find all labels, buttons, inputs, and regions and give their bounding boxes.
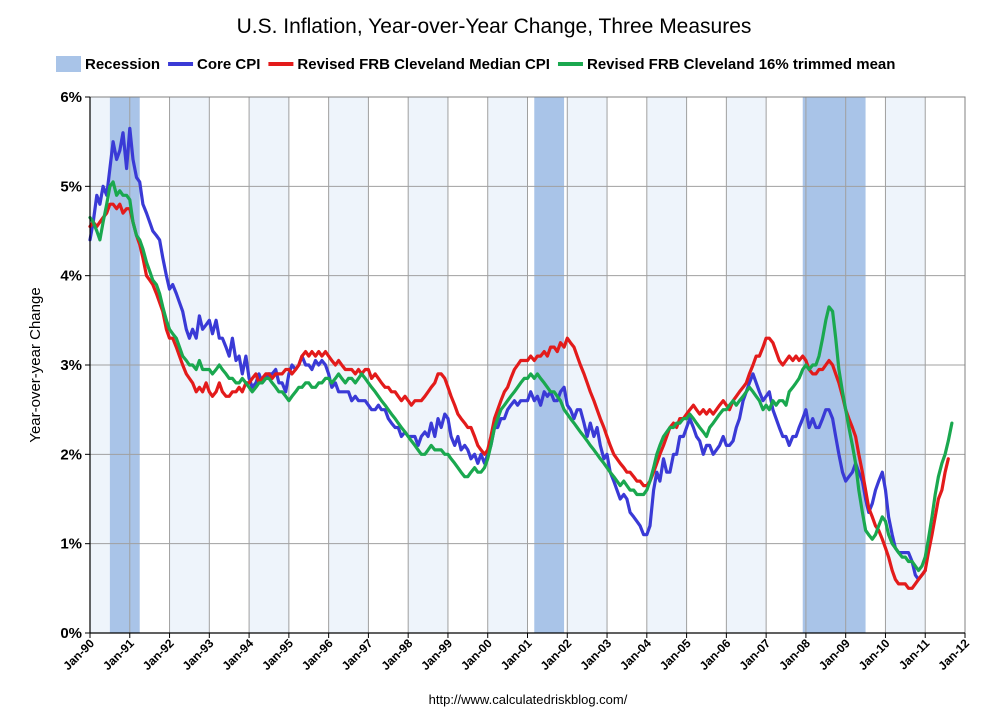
y-tick-label: 2% — [60, 446, 82, 463]
series-line-2 — [88, 202, 950, 590]
y-tick-label: 6% — [60, 89, 82, 106]
y-tick-label: 5% — [60, 178, 82, 195]
legend: Recession Core CPI Revised FRB Cleveland M… — [56, 56, 895, 73]
legend-label: Revised FRB Cleveland 16% trimmed mean — [587, 56, 895, 73]
series-line-3 — [88, 180, 954, 573]
series-lines — [88, 126, 954, 590]
legend-label: Core CPI — [197, 56, 260, 73]
chart-title: U.S. Inflation, Year-over-Year Change, T… — [237, 15, 752, 38]
legend-swatch — [56, 56, 81, 72]
y-axis-label: Year-over-year Change — [27, 287, 44, 442]
y-tick-label: 1% — [60, 536, 82, 553]
series-line-1 — [88, 126, 927, 581]
legend-item-4: Revised FRB Cleveland 16% trimmed mean — [557, 56, 895, 73]
legend-label: Recession — [85, 56, 160, 73]
y-tick-label: 3% — [60, 357, 82, 374]
legend-label: Revised FRB Cleveland Median CPI — [297, 56, 550, 73]
legend-item-1: Recession — [56, 56, 160, 73]
legend-item-3: Revised FRB Cleveland Median CPI — [268, 56, 550, 73]
source-url[interactable]: http://www.calculatedriskblog.com/ — [429, 692, 628, 707]
y-tick-label: 0% — [60, 625, 82, 642]
legend-item-2: Core CPI — [168, 56, 260, 73]
y-tick-label: 4% — [60, 268, 82, 285]
